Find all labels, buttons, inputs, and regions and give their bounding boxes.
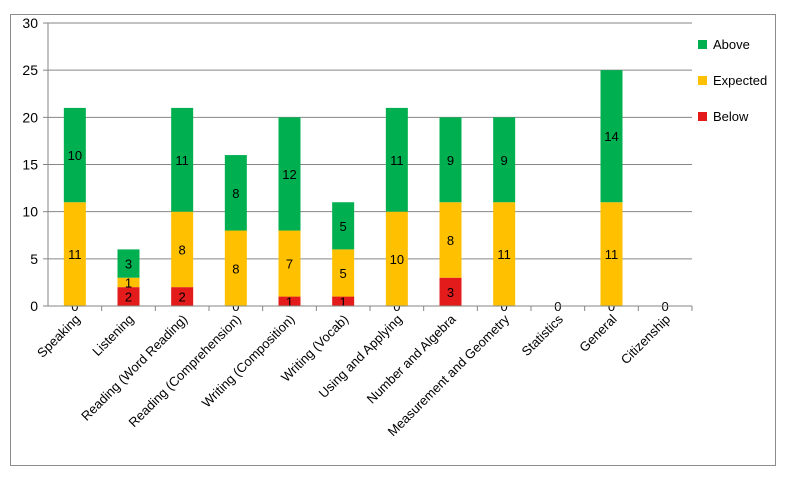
data-label: 3 xyxy=(447,285,454,300)
y-tick-label: 25 xyxy=(22,62,38,78)
x-category-label: Reading (Comprehension) xyxy=(126,312,244,430)
bar-segment-above xyxy=(600,70,623,203)
y-tick-label: 10 xyxy=(22,204,38,220)
legend-label: Below xyxy=(713,109,749,124)
bar-segment-expected xyxy=(385,211,408,306)
bar-segment-below xyxy=(439,277,462,306)
data-label: 14 xyxy=(604,129,618,144)
bar-segment-above xyxy=(493,117,516,203)
bar-segment-above xyxy=(385,107,408,212)
data-label: 11 xyxy=(605,247,619,262)
data-label: 5 xyxy=(340,266,347,281)
data-label: 10 xyxy=(390,252,404,267)
x-category-label: General xyxy=(576,311,619,354)
bar-segment-expected xyxy=(600,202,623,306)
data-label: 7 xyxy=(286,257,293,272)
legend-label: Above xyxy=(713,37,750,52)
data-label: 8 xyxy=(232,261,239,276)
data-label: 2 xyxy=(125,290,132,305)
data-label: 9 xyxy=(447,153,454,168)
data-label: 11 xyxy=(68,247,82,262)
x-category-label: Reading (Word Reading) xyxy=(78,312,190,424)
y-tick-label: 5 xyxy=(30,251,38,267)
bar-segment-expected xyxy=(278,230,301,297)
bar-segment-above xyxy=(332,202,355,250)
bar-segment-above xyxy=(278,117,301,231)
bar-segment-below xyxy=(171,287,194,306)
data-label: 2 xyxy=(179,290,186,305)
data-label: 8 xyxy=(179,242,186,257)
legend-swatch xyxy=(698,76,707,85)
data-label: 12 xyxy=(282,167,296,182)
x-category-label: Speaking xyxy=(34,312,83,361)
bar-segment-below xyxy=(278,296,301,306)
y-tick-label: 15 xyxy=(22,157,38,173)
x-category-label: Number and Algebra xyxy=(364,311,459,406)
bar-segment-above xyxy=(171,107,194,212)
bar-segment-expected xyxy=(171,211,194,288)
bar-segment-expected xyxy=(224,230,247,306)
data-label: 8 xyxy=(447,233,454,248)
y-tick-label: 0 xyxy=(30,298,38,314)
data-label: 9 xyxy=(501,153,508,168)
data-label: 11 xyxy=(390,153,404,168)
data-label: 1 xyxy=(125,275,132,290)
bar-segment-expected xyxy=(332,249,355,297)
bar-segment-below xyxy=(117,287,140,306)
bar-segment-above xyxy=(224,155,247,231)
x-category-label: Writing (Composition) xyxy=(199,312,298,411)
legend-swatch xyxy=(698,40,707,49)
bar-segment-below xyxy=(332,296,355,306)
x-category-label: Listening xyxy=(89,312,136,359)
bar-segment-above xyxy=(117,249,140,278)
x-category-label: Statistics xyxy=(519,311,567,359)
bar-segment-above xyxy=(439,117,462,203)
x-category-label: Citizenship xyxy=(618,312,674,368)
data-label: 11 xyxy=(175,153,189,168)
bar-segment-expected xyxy=(63,202,86,306)
data-label: 3 xyxy=(125,257,132,272)
bar-segment-expected xyxy=(439,202,462,278)
bar-segment-expected xyxy=(493,202,516,306)
data-label: 8 xyxy=(232,186,239,201)
legend-label: Expected xyxy=(713,73,768,88)
y-tick-label: 20 xyxy=(22,109,38,125)
legend-swatch xyxy=(698,112,707,121)
y-tick-label: 30 xyxy=(22,15,38,31)
data-label: 10 xyxy=(68,148,82,163)
data-label: 11 xyxy=(497,247,511,262)
data-label: 1 xyxy=(286,294,293,309)
data-label: 5 xyxy=(340,219,347,234)
bar-segment-above xyxy=(63,107,86,203)
data-label: 1 xyxy=(340,294,347,309)
bar-segment-expected xyxy=(117,277,140,288)
